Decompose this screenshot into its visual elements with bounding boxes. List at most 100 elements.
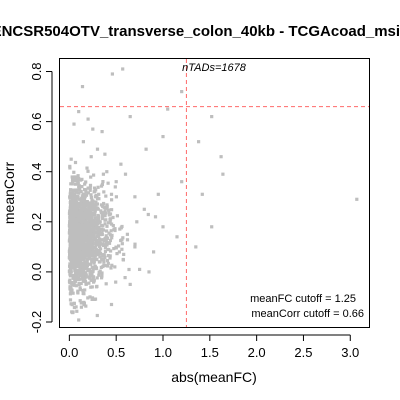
data-point (97, 244, 102, 248)
data-point (72, 198, 76, 202)
x-tick-label: 1.5 (201, 345, 219, 360)
data-point (90, 221, 94, 225)
data-point (87, 228, 91, 232)
data-point (98, 255, 102, 259)
data-point (103, 246, 107, 250)
data-point (72, 122, 76, 126)
data-point (98, 220, 102, 224)
data-point (81, 206, 85, 210)
data-point (74, 190, 78, 194)
data-point (84, 193, 89, 197)
data-point (87, 222, 91, 226)
data-point (119, 238, 123, 243)
data-point (79, 207, 84, 211)
data-point (76, 249, 80, 253)
data-point (71, 310, 75, 314)
data-point (86, 269, 90, 273)
data-point (102, 260, 106, 264)
data-point (79, 189, 83, 194)
data-point (97, 225, 101, 229)
x-tick-label: 1.0 (154, 345, 172, 360)
data-point (128, 115, 132, 119)
data-point (98, 240, 102, 244)
data-point (91, 200, 95, 204)
data-point (71, 283, 75, 287)
data-point (88, 276, 92, 280)
data-point (87, 209, 91, 213)
data-point (77, 255, 81, 259)
data-point (75, 309, 79, 313)
data-point (146, 212, 150, 217)
data-point (103, 243, 107, 247)
y-axis: -0.2 0.0 0.2 0.4 0.6 0.8 (29, 62, 53, 333)
data-point (78, 205, 82, 209)
data-point (89, 155, 93, 159)
data-point (105, 224, 109, 228)
data-point (85, 266, 89, 270)
data-point (70, 245, 74, 249)
data-point (73, 160, 78, 165)
data-point (93, 254, 97, 258)
data-point (69, 157, 73, 161)
data-point (106, 208, 111, 212)
data-point (100, 276, 104, 280)
data-point (86, 186, 90, 190)
data-point (95, 257, 99, 261)
data-point (78, 273, 82, 277)
data-point (80, 263, 84, 267)
data-point (76, 180, 80, 184)
data-point (73, 241, 77, 245)
data-point (115, 214, 119, 218)
data-point (85, 260, 89, 264)
data-point (82, 211, 86, 215)
data-point (85, 202, 89, 206)
y-axis-label: meanCorr (1, 162, 17, 225)
data-point (95, 202, 99, 206)
data-point (68, 192, 72, 196)
data-point (221, 172, 225, 176)
data-point (100, 231, 104, 235)
data-point (111, 215, 115, 220)
data-point (72, 213, 76, 217)
data-point (78, 288, 82, 292)
data-point (194, 245, 198, 249)
data-point (81, 274, 85, 278)
data-point (84, 273, 88, 277)
data-point (152, 250, 156, 254)
data-point (73, 192, 77, 196)
data-point (88, 242, 92, 246)
data-point (99, 209, 103, 213)
x-tick-label: 3.0 (341, 345, 359, 360)
data-point (125, 238, 130, 242)
data-point (103, 214, 107, 218)
data-point (84, 220, 88, 224)
data-point (355, 197, 359, 201)
data-point (77, 233, 81, 238)
data-point (71, 201, 75, 205)
data-point (72, 305, 76, 310)
data-point (90, 265, 94, 270)
data-point (120, 242, 124, 246)
data-point (108, 256, 112, 260)
data-point (105, 204, 109, 208)
data-point (74, 257, 78, 261)
data-point (75, 211, 79, 215)
data-point (101, 228, 105, 232)
data-point (75, 234, 79, 238)
data-point (74, 265, 78, 269)
data-point (90, 278, 94, 282)
data-point (110, 72, 114, 76)
x-tick-label: 0.5 (107, 345, 125, 360)
data-point (77, 269, 81, 273)
data-point (90, 297, 94, 301)
data-point (90, 271, 94, 275)
data-point (147, 270, 151, 274)
data-point (78, 212, 82, 216)
data-point (74, 252, 79, 256)
data-point (68, 262, 72, 266)
data-point (83, 182, 87, 186)
data-point (103, 209, 107, 213)
data-point (88, 272, 92, 276)
data-point (101, 253, 105, 257)
data-point (97, 192, 101, 196)
